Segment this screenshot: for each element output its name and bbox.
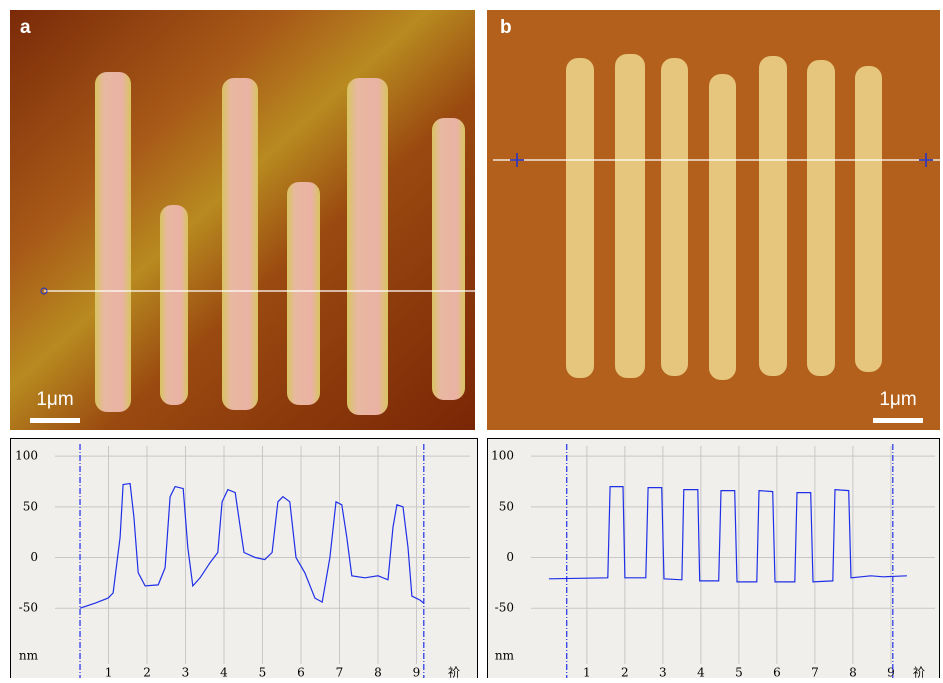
y-tick-label: -50 — [19, 601, 38, 615]
y-tick-label: 50 — [23, 499, 38, 513]
y-tick-label: 50 — [499, 499, 514, 513]
scale-bar-label: 1μm — [879, 389, 916, 410]
x-tick-label: 8 — [849, 666, 857, 679]
x-unit-label: 祄 — [448, 665, 460, 679]
x-tick-label: 4 — [220, 666, 228, 679]
x-tick-label: 7 — [811, 666, 819, 679]
profile-line — [79, 482, 425, 609]
x-tick-label: 6 — [773, 666, 781, 679]
x-tick-label: 3 — [182, 666, 190, 679]
x-tick-label: 5 — [259, 666, 267, 679]
y-tick-label: -50 — [495, 601, 514, 615]
profile-frame — [487, 438, 940, 683]
x-tick-label: 1 — [105, 666, 113, 679]
x-unit-label: 祄 — [913, 665, 925, 679]
profile-line — [548, 486, 907, 583]
y-tick-label: 0 — [506, 550, 514, 564]
scale-bar-label: 1μm — [36, 389, 73, 410]
x-tick-label: 8 — [374, 666, 382, 679]
x-tick-label: 3 — [659, 666, 667, 679]
panel-label: b — [500, 17, 512, 38]
x-tick-label: 6 — [297, 666, 305, 679]
x-tick-label: 5 — [735, 666, 743, 679]
afm-image-b: b 1μm — [487, 10, 940, 430]
y-tick-label: 0 — [30, 550, 38, 564]
x-tick-label: 7 — [336, 666, 344, 679]
x-tick-label: 2 — [621, 666, 629, 679]
y-unit-label: nm — [495, 649, 515, 663]
x-tick-label: 1 — [583, 666, 591, 679]
x-tick-label: 9 — [413, 666, 421, 679]
x-tick-label: 9 — [887, 666, 895, 679]
afm-image-a: a 1μm — [10, 10, 475, 430]
profile-frame — [10, 438, 478, 683]
panel-label: a — [20, 17, 31, 38]
x-tick-label: 4 — [697, 666, 705, 679]
x-tick-label: 2 — [143, 666, 151, 679]
y-tick-label: 100 — [491, 449, 514, 463]
y-unit-label: nm — [19, 649, 39, 663]
y-tick-label: 100 — [15, 449, 38, 463]
